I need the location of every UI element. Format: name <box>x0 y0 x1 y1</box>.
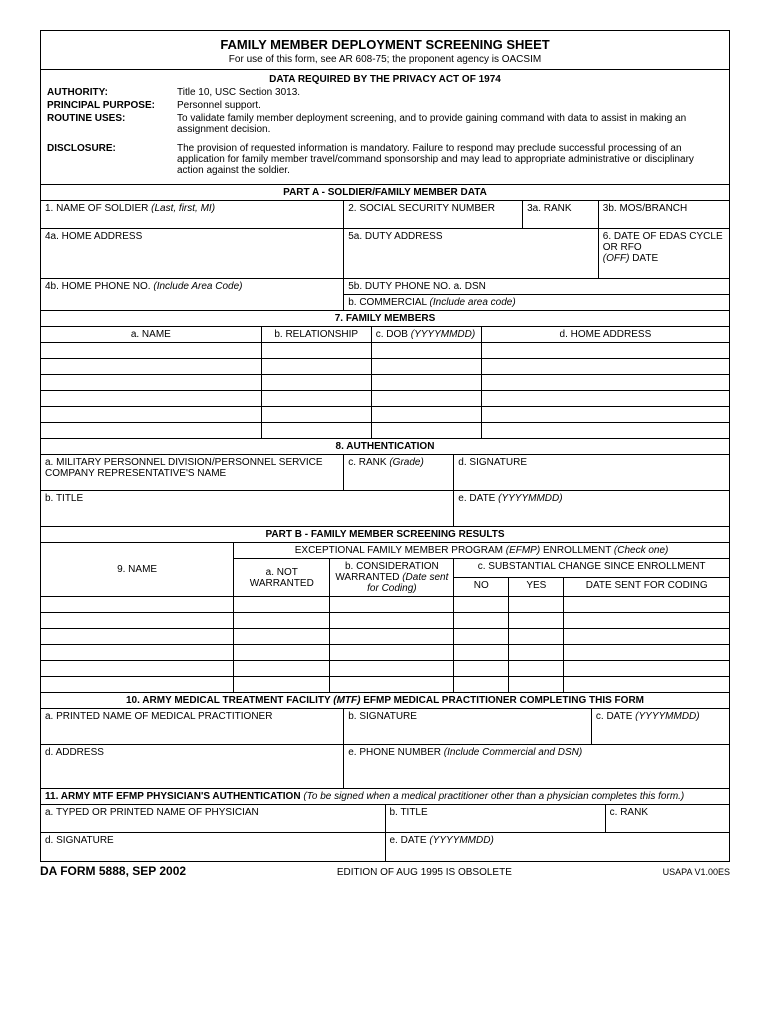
form-container: FAMILY MEMBER DEPLOYMENT SCREENING SHEET… <box>40 30 730 862</box>
col-b-a: a. NOT WARRANTED <box>234 559 330 597</box>
part-a-table: PART A - SOLDIER/FAMILY MEMBER DATA 1. N… <box>41 184 729 311</box>
title-block: FAMILY MEMBER DEPLOYMENT SCREENING SHEET… <box>41 31 729 69</box>
field-1: 1. NAME OF SOLDIER (Last, first, MI) <box>41 201 344 229</box>
section-8-table: 8. AUTHENTICATION a. MILITARY PERSONNEL … <box>41 439 729 527</box>
field-11d: d. SIGNATURE <box>41 833 385 861</box>
section-7-heading: 7. FAMILY MEMBERS <box>41 311 729 327</box>
privacy-heading: DATA REQUIRED BY THE PRIVACY ACT OF 1974 <box>47 74 723 85</box>
purpose-text: Personnel support. <box>177 100 723 111</box>
field-11b: b. TITLE <box>385 805 605 833</box>
field-11c: c. RANK <box>605 805 729 833</box>
field-4b: 4b. HOME PHONE NO. (Include Area Code) <box>41 279 344 311</box>
subtitle: For use of this form, see AR 608-75; the… <box>45 54 725 65</box>
field-10c: c. DATE (YYYYMMDD) <box>591 709 729 745</box>
col-7a: a. NAME <box>41 327 261 343</box>
part-b-table: PART B - FAMILY MEMBER SCREENING RESULTS… <box>41 527 729 693</box>
section-10-heading: 10. ARMY MEDICAL TREATMENT FACILITY (MTF… <box>41 693 729 709</box>
field-9: 9. NAME <box>41 543 234 597</box>
privacy-block: DATA REQUIRED BY THE PRIVACY ACT OF 1974… <box>41 69 729 184</box>
field-2: 2. SOCIAL SECURITY NUMBER <box>344 201 523 229</box>
part-a-heading: PART A - SOLDIER/FAMILY MEMBER DATA <box>41 185 729 201</box>
field-6: 6. DATE OF EDAS CYCLE OR RFO(OFF) DATE <box>598 229 729 279</box>
disclosure-label: DISCLOSURE: <box>47 143 177 176</box>
field-5a: 5a. DUTY ADDRESS <box>344 229 599 279</box>
part-b-heading: PART B - FAMILY MEMBER SCREENING RESULTS <box>41 527 729 543</box>
field-8c: c. RANK (Grade) <box>344 455 454 491</box>
section-10-table: 10. ARMY MEDICAL TREATMENT FACILITY (MTF… <box>41 693 729 789</box>
section-8-heading: 8. AUTHENTICATION <box>41 439 729 455</box>
field-10d: d. ADDRESS <box>41 745 344 789</box>
col-b-b: b. CONSIDERATION WARRANTED (Date sent fo… <box>330 559 454 597</box>
field-11a: a. TYPED OR PRINTED NAME OF PHYSICIAN <box>41 805 385 833</box>
col-7c: c. DOB (YYYYMMDD) <box>371 327 481 343</box>
field-8b: b. TITLE <box>41 491 454 527</box>
col-date: DATE SENT FOR CODING <box>564 578 729 597</box>
field-8e: e. DATE (YYYYMMDD) <box>454 491 729 527</box>
section-11-table: 11. ARMY MTF EFMP PHYSICIAN'S AUTHENTICA… <box>41 789 729 861</box>
field-8d: d. SIGNATURE <box>454 455 729 491</box>
section-11-heading: 11. ARMY MTF EFMP PHYSICIAN'S AUTHENTICA… <box>41 789 729 805</box>
field-10e: e. PHONE NUMBER (Include Commercial and … <box>344 745 729 789</box>
field-11e: e. DATE (YYYYMMDD) <box>385 833 729 861</box>
field-3b: 3b. MOS/BRANCH <box>598 201 729 229</box>
col-yes: YES <box>509 578 564 597</box>
efmp-line: EXCEPTIONAL FAMILY MEMBER PROGRAM (EFMP)… <box>234 543 729 559</box>
disclosure-text: The provision of requested information i… <box>177 143 723 176</box>
routine-label: ROUTINE USES: <box>47 113 177 135</box>
field-5b: 5b. DUTY PHONE NO. a. DSN b. COMMERCIAL … <box>344 279 729 311</box>
routine-text: To validate family member deployment scr… <box>177 113 723 135</box>
footer: DA FORM 5888, SEP 2002 EDITION OF AUG 19… <box>40 864 730 878</box>
col-7d: d. HOME ADDRESS <box>481 327 729 343</box>
section-7-table: 7. FAMILY MEMBERS a. NAME b. RELATIONSHI… <box>41 311 729 439</box>
field-4a: 4a. HOME ADDRESS <box>41 229 344 279</box>
field-10a: a. PRINTED NAME OF MEDICAL PRACTITIONER <box>41 709 344 745</box>
field-3a: 3a. RANK <box>523 201 599 229</box>
purpose-label: PRINCIPAL PURPOSE: <box>47 100 177 111</box>
footer-left: DA FORM 5888, SEP 2002 <box>40 864 186 878</box>
col-no: NO <box>454 578 509 597</box>
field-10b: b. SIGNATURE <box>344 709 592 745</box>
main-title: FAMILY MEMBER DEPLOYMENT SCREENING SHEET <box>45 37 725 52</box>
authority-text: Title 10, USC Section 3013. <box>177 87 723 98</box>
footer-right: USAPA V1.00ES <box>663 867 730 877</box>
col-7b: b. RELATIONSHIP <box>261 327 371 343</box>
authority-label: AUTHORITY: <box>47 87 177 98</box>
footer-center: EDITION OF AUG 1995 IS OBSOLETE <box>337 867 512 878</box>
field-8a: a. MILITARY PERSONNEL DIVISION/PERSONNEL… <box>41 455 344 491</box>
col-b-c: c. SUBSTANTIAL CHANGE SINCE ENROLLMENT <box>454 559 729 578</box>
